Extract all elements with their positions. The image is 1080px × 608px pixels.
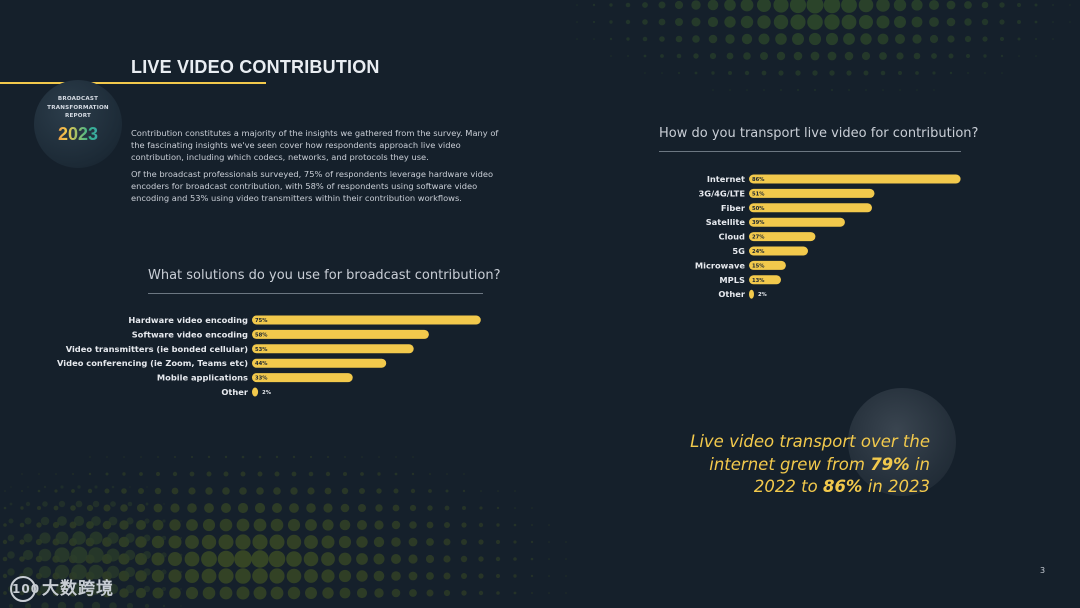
bar-category-label: MPLS bbox=[719, 275, 745, 285]
page-number: 3 bbox=[1040, 566, 1046, 575]
callout-circle-decoration bbox=[848, 388, 956, 496]
bar-value-label: 50% bbox=[752, 206, 765, 212]
bar-value-label: 2% bbox=[262, 390, 272, 396]
bar-category-label: 5G bbox=[732, 246, 745, 256]
bar-value-label: 53% bbox=[255, 347, 268, 353]
bar bbox=[252, 315, 481, 325]
bar bbox=[749, 188, 875, 198]
bar bbox=[749, 174, 961, 184]
bar bbox=[749, 260, 786, 270]
bar bbox=[749, 232, 816, 242]
bar-category-label: Microwave bbox=[695, 260, 745, 270]
bar-chart-solutions: Hardware video encoding 75% Software video… bbox=[57, 315, 481, 397]
chart-title-solutions: What solutions do you use for broadcast … bbox=[148, 268, 501, 283]
bar-category-label: Other bbox=[718, 289, 746, 299]
report-logo-text: BROADCAST TRANSFORMATION REPORT bbox=[40, 95, 116, 121]
bar bbox=[749, 289, 754, 299]
bar-category-label: Video conferencing (ie Zoom, Teams etc) bbox=[57, 358, 248, 368]
bar-value-label: 86% bbox=[752, 177, 765, 183]
watermark: 100 大数跨境 bbox=[10, 574, 114, 602]
bar bbox=[749, 275, 781, 285]
callout-highlight: 86% bbox=[822, 477, 863, 496]
report-logo-year: 2023 bbox=[40, 124, 116, 145]
bar bbox=[252, 344, 414, 354]
callout-fragment: in bbox=[909, 454, 930, 474]
bar-category-label: Fiber bbox=[721, 203, 746, 213]
bar-category-label: Video transmitters (ie bonded cellular) bbox=[66, 344, 249, 354]
bar-chart-transport: Internet 86% 3G/4G/LTE 51% Fiber 50% Satellite… bbox=[695, 174, 961, 299]
bar-value-label: 24% bbox=[752, 249, 765, 255]
callout-fragment: internet grew from bbox=[709, 454, 871, 474]
bar-value-label: 13% bbox=[752, 278, 765, 284]
bar-category-label: Satellite bbox=[706, 217, 746, 227]
callout-line: Live video transport over the bbox=[690, 432, 930, 451]
report-logo-line: TRANSFORMATION bbox=[47, 104, 109, 111]
bar-category-label: Other bbox=[221, 387, 249, 397]
report-logo-badge bbox=[34, 80, 122, 168]
callout-fragment: in 2023 bbox=[862, 477, 930, 496]
bar-category-label: Cloud bbox=[719, 232, 746, 242]
bar bbox=[749, 246, 808, 256]
intro-text: Contribution constitutes a majority of t… bbox=[131, 127, 511, 208]
bar bbox=[252, 387, 259, 397]
watermark-logo-icon: 100 bbox=[10, 576, 39, 602]
chart-rule-solutions bbox=[148, 293, 483, 294]
callout-fragment: 2022 to bbox=[753, 477, 823, 496]
report-logo-line: REPORT bbox=[64, 113, 92, 119]
bar bbox=[252, 358, 387, 368]
bar bbox=[252, 329, 429, 339]
chart-rule-transport bbox=[659, 151, 961, 152]
title-underline bbox=[0, 82, 266, 84]
bar bbox=[749, 217, 845, 227]
bar-value-label: 58% bbox=[255, 332, 268, 338]
chart-title-transport: How do you transport live video for cont… bbox=[659, 126, 979, 141]
intro-paragraph: Of the broadcast professionals surveyed,… bbox=[131, 168, 494, 204]
page-title: LIVE VIDEO CONTRIBUTION bbox=[131, 57, 380, 77]
bar-category-label: Internet bbox=[707, 174, 745, 184]
bar-value-label: 39% bbox=[752, 220, 765, 226]
callout-line: internet grew from 79% in bbox=[630, 454, 930, 477]
report-logo-line: BROADCAST bbox=[57, 96, 99, 102]
bar-value-label: 27% bbox=[752, 235, 765, 241]
bar-value-label: 15% bbox=[752, 263, 765, 269]
intro-paragraph: Contribution constitutes a majority of t… bbox=[131, 128, 499, 163]
callout-highlight: 79% bbox=[870, 454, 910, 474]
bar-category-label: 3G/4G/LTE bbox=[699, 188, 746, 198]
bar-value-label: 44% bbox=[255, 361, 268, 367]
bar bbox=[252, 373, 353, 383]
bar-category-label: Software video encoding bbox=[132, 329, 248, 339]
bar-category-label: Mobile applications bbox=[157, 373, 248, 383]
bar-value-label: 2% bbox=[758, 292, 768, 298]
bar bbox=[749, 203, 872, 213]
bar-value-label: 51% bbox=[752, 191, 765, 197]
bar-value-label: 75% bbox=[255, 318, 268, 324]
watermark-text: 大数跨境 bbox=[42, 579, 114, 599]
callout-text: Live video transport over the internet g… bbox=[630, 431, 930, 499]
bar-category-label: Hardware video encoding bbox=[128, 315, 248, 325]
bar-value-label: 33% bbox=[255, 376, 268, 382]
callout-line: 2022 to 86% in 2023 bbox=[630, 476, 930, 499]
